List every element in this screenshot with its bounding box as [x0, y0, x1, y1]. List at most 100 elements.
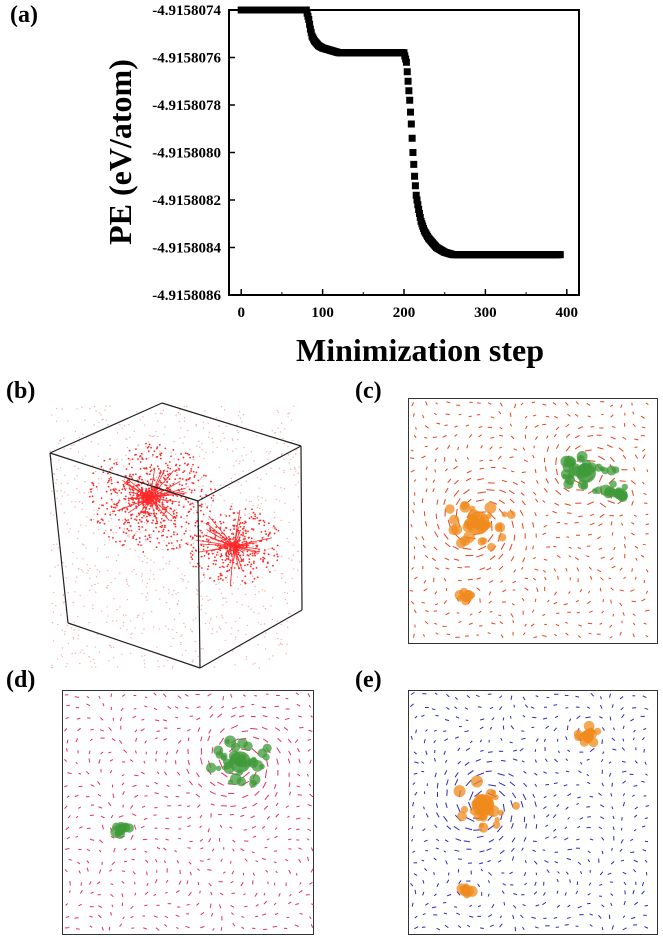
field-dot	[230, 477, 233, 480]
field-dot	[172, 510, 175, 513]
field-dot	[110, 480, 113, 483]
field-dot	[173, 618, 176, 620]
field-dot	[100, 465, 103, 468]
field-panel-e	[408, 690, 658, 935]
field-dot	[132, 489, 134, 492]
field-dot	[78, 629, 80, 631]
field-dot	[98, 507, 100, 510]
field-vector	[176, 860, 180, 864]
field-vector	[447, 519, 451, 528]
field-dot	[229, 552, 232, 555]
field-vector	[86, 848, 91, 852]
field-dot	[56, 623, 59, 626]
cluster-atom	[459, 501, 471, 513]
field-dot	[159, 511, 162, 514]
field-vector	[67, 772, 72, 775]
field-vector	[554, 758, 558, 763]
field-vector	[620, 839, 624, 844]
field-dot	[135, 448, 137, 451]
field-vector	[489, 580, 494, 583]
field-vector	[113, 847, 116, 853]
field-vector	[218, 904, 222, 909]
field-dot	[286, 592, 289, 594]
field-dot	[156, 420, 159, 422]
field-dot	[263, 536, 265, 538]
field-vector	[134, 729, 138, 733]
field-vector	[620, 859, 625, 862]
field-vector	[474, 790, 483, 798]
field-dot	[204, 474, 207, 477]
field-vector	[457, 925, 462, 929]
field-dot	[150, 446, 153, 449]
field-dot	[231, 439, 234, 441]
field-dot	[93, 509, 95, 512]
field-vector	[598, 474, 603, 483]
field-dot	[191, 466, 193, 468]
field-vector	[530, 706, 535, 709]
field-vector	[588, 882, 592, 886]
field-vector	[619, 480, 626, 482]
field-vector	[310, 923, 314, 928]
field-dot	[190, 630, 193, 632]
field-vector	[98, 759, 101, 764]
field-vector	[475, 499, 485, 502]
field-vector	[97, 793, 102, 797]
cube-edge	[49, 452, 199, 502]
field-dot	[153, 549, 155, 551]
field-dot	[97, 520, 99, 523]
field-dot	[202, 535, 205, 538]
field-vector	[479, 862, 484, 865]
field-dot	[127, 529, 130, 532]
vector-field	[64, 692, 314, 931]
field-vector	[510, 556, 515, 562]
field-dot	[170, 508, 173, 510]
field-vector	[487, 893, 490, 897]
field-dot	[116, 492, 119, 494]
field-dot	[221, 617, 224, 619]
field-dot	[188, 477, 191, 479]
field-ray	[149, 488, 162, 499]
cluster-atom	[222, 765, 228, 771]
field-dot	[192, 565, 195, 568]
field-dot	[284, 428, 286, 430]
field-vector	[109, 869, 113, 872]
field-dot	[152, 436, 154, 438]
field-vector	[67, 815, 71, 819]
field-vector	[601, 413, 604, 416]
data-point	[411, 172, 419, 180]
field-vector	[512, 481, 518, 486]
field-dot	[164, 484, 167, 486]
field-dot	[150, 537, 153, 539]
field-vector	[522, 557, 526, 563]
field-vector	[220, 858, 223, 862]
field-dot	[232, 581, 235, 584]
field-dot	[201, 598, 204, 600]
field-dot	[134, 549, 137, 552]
field-dot	[201, 520, 203, 523]
field-vector	[200, 736, 203, 742]
cluster-atom	[457, 811, 468, 822]
field-vector	[590, 513, 595, 517]
field-dot	[171, 547, 174, 550]
field-dot	[143, 514, 145, 517]
field-vector	[498, 565, 504, 571]
field-dot	[180, 516, 183, 519]
field-vector	[454, 849, 460, 852]
field-dot	[81, 543, 84, 545]
field-dot	[203, 474, 205, 477]
field-vector	[546, 869, 550, 873]
field-dot	[242, 554, 245, 557]
field-vector	[480, 749, 484, 752]
field-dot	[112, 646, 115, 648]
data-point	[403, 68, 411, 76]
field-vector	[272, 926, 278, 928]
field-dot	[232, 561, 235, 564]
field-vector	[134, 892, 137, 896]
field-vector	[475, 694, 480, 698]
field-dot	[214, 488, 217, 491]
field-dot	[125, 501, 127, 504]
field-vector	[611, 425, 616, 428]
field-dot	[276, 555, 279, 558]
field-dot	[265, 533, 268, 535]
field-dot	[253, 460, 255, 462]
